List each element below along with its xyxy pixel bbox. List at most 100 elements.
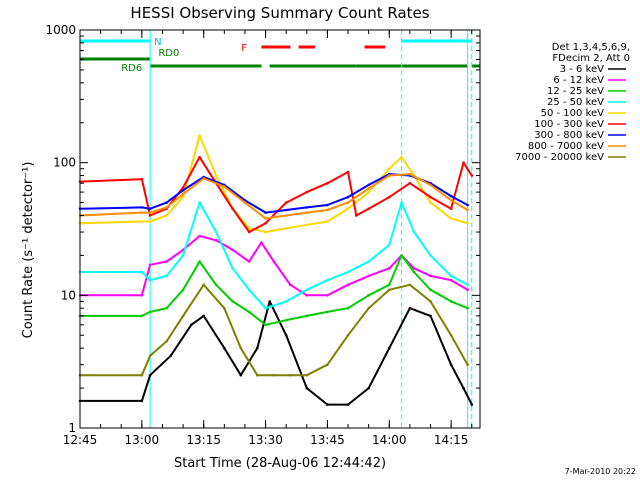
- x-tick-label: 13:15: [186, 433, 221, 447]
- series-point-0: [462, 386, 465, 390]
- legend-entry-label: 100 - 300 keV: [534, 119, 604, 130]
- series-point-8: [255, 373, 259, 377]
- series-point-1: [305, 294, 309, 297]
- series-point-7: [181, 192, 185, 196]
- series-point-5: [470, 174, 474, 177]
- x-tick-label: 13:00: [125, 433, 160, 447]
- series-line-3: [80, 201, 469, 310]
- series-point-2: [231, 300, 234, 303]
- series-point-0: [148, 373, 152, 377]
- legend-header-line: Det 1,3,4,5,6,9,: [552, 42, 630, 53]
- series-point-5: [181, 186, 185, 189]
- series-point-4: [264, 230, 267, 234]
- series-point-6: [367, 183, 371, 187]
- series-point-3: [264, 306, 267, 310]
- series-point-2: [264, 323, 267, 327]
- series-point-8: [449, 334, 453, 337]
- series-point-4: [214, 174, 218, 177]
- series-point-0: [284, 334, 288, 337]
- rd0-flag-label: RD0: [158, 48, 179, 59]
- series-point-2: [466, 306, 469, 310]
- series-point-8: [367, 306, 371, 310]
- series-point-8: [202, 283, 205, 287]
- series-point-5: [148, 214, 152, 217]
- series-point-6: [449, 194, 453, 198]
- rd6-flag-label: RD6: [121, 63, 142, 74]
- series-point-3: [247, 288, 251, 292]
- series-point-4: [305, 223, 309, 227]
- series-point-5: [140, 177, 144, 181]
- series-point-3: [466, 283, 469, 287]
- y-tick-label: 1: [68, 421, 76, 435]
- series-point-4: [181, 195, 185, 199]
- series-point-1: [429, 274, 432, 278]
- series-point-3: [198, 201, 201, 204]
- series-point-5: [247, 230, 251, 234]
- series-point-7: [223, 185, 226, 188]
- series-point-1: [260, 241, 263, 244]
- series-point-3: [429, 254, 432, 257]
- series-point-3: [140, 270, 144, 274]
- series-point-8: [429, 300, 432, 303]
- series-point-4: [165, 214, 168, 217]
- series-point-1: [388, 267, 391, 270]
- series-point-2: [140, 314, 144, 318]
- series-point-8: [140, 373, 144, 377]
- series-point-5: [198, 155, 201, 159]
- legend: Det 1,3,4,5,6,9,FDecim 2, Att 03 - 6 keV…: [515, 42, 630, 163]
- series-point-7: [449, 199, 453, 202]
- series-point-3: [400, 201, 403, 204]
- x-axis-label: Start Time (28-Aug-06 12:44:42): [174, 456, 386, 471]
- series-point-7: [165, 206, 168, 209]
- y-axis-label: Count Rate (s⁻¹ detector⁻¹): [21, 162, 36, 339]
- series-point-0: [140, 399, 144, 403]
- series-point-2: [247, 310, 251, 314]
- x-tick-label: 13:30: [248, 433, 283, 447]
- series-point-2: [165, 306, 168, 310]
- y-tick-label: 1000: [45, 23, 76, 37]
- series-point-2: [198, 260, 201, 263]
- series-point-6: [466, 203, 469, 207]
- series-point-7: [408, 172, 412, 176]
- series-point-1: [231, 248, 234, 252]
- series-point-0: [190, 323, 193, 327]
- series-point-3: [148, 278, 152, 282]
- x-tick-label: 12:45: [63, 433, 98, 447]
- series-point-4: [346, 207, 350, 210]
- series-point-7: [264, 217, 267, 220]
- series-point-0: [268, 300, 272, 303]
- legend-entry-label: 300 - 800 keV: [534, 130, 604, 141]
- series-point-1: [326, 294, 329, 297]
- series-point-3: [284, 300, 288, 303]
- series-point-3: [326, 278, 329, 282]
- series-point-7: [243, 201, 247, 204]
- series-point-4: [140, 220, 144, 223]
- series-point-0: [326, 403, 329, 406]
- series-point-0: [223, 346, 226, 350]
- legend-entry-label: 25 - 50 keV: [547, 97, 604, 108]
- series-point-8: [388, 288, 391, 292]
- series-point-1: [289, 283, 292, 287]
- plot-area: N RD6 RD0 F: [78, 30, 480, 428]
- series-point-2: [181, 288, 185, 292]
- series-point-0: [408, 306, 412, 310]
- flare-flag-label: F: [241, 43, 247, 54]
- series-point-7: [466, 208, 469, 212]
- series-point-1: [466, 288, 469, 292]
- series-point-1: [272, 260, 276, 263]
- series-point-2: [400, 254, 403, 257]
- series-point-5: [346, 170, 350, 174]
- series-point-6: [284, 208, 288, 212]
- series-point-8: [239, 346, 243, 350]
- series-point-4: [449, 217, 453, 220]
- series-point-0: [305, 386, 309, 390]
- series-point-0: [367, 386, 371, 390]
- x-tick-label: 14:00: [372, 433, 407, 447]
- series-point-8: [346, 334, 350, 337]
- series-point-2: [346, 306, 350, 310]
- series-line-5: [79, 156, 473, 233]
- series-point-8: [272, 373, 276, 377]
- series-point-8: [289, 373, 292, 377]
- series-point-0: [239, 373, 243, 377]
- series-point-2: [214, 283, 218, 287]
